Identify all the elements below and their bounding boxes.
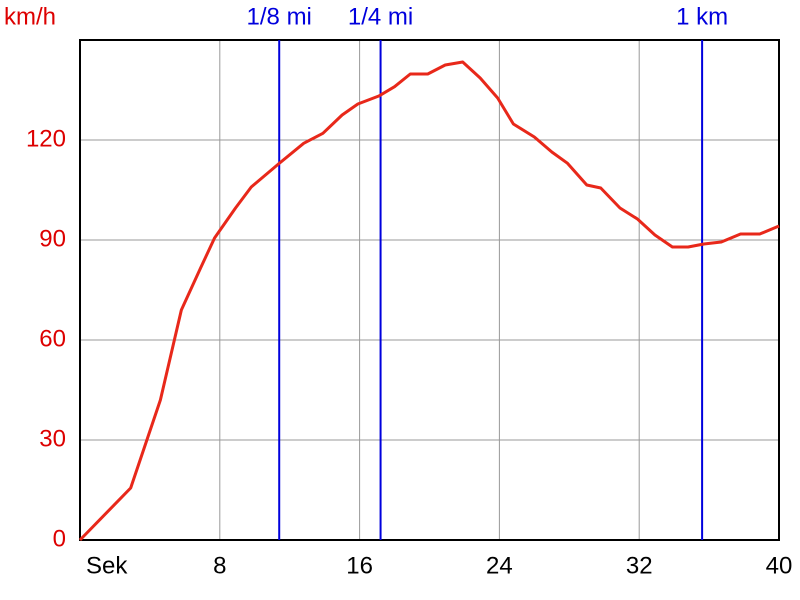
x-tick-label: Sek <box>86 552 128 579</box>
x-tick-label: 40 <box>766 552 793 579</box>
x-tick-label: 32 <box>626 552 653 579</box>
distance-marker-label: 1 km <box>676 3 728 30</box>
distance-marker-label: 1/4 mi <box>348 3 413 30</box>
x-tick-label: 8 <box>213 552 226 579</box>
x-tick-label: 24 <box>486 552 513 579</box>
distance-marker-label: 1/8 mi <box>247 3 312 30</box>
y-axis-label: km/h <box>4 3 56 30</box>
y-tick-label: 90 <box>39 225 66 252</box>
x-tick-label: 16 <box>346 552 373 579</box>
y-tick-label: 30 <box>39 425 66 452</box>
y-tick-label: 0 <box>53 525 66 552</box>
y-tick-label: 120 <box>26 125 66 152</box>
y-tick-label: 60 <box>39 325 66 352</box>
speed-line <box>78 60 780 542</box>
plot-frame <box>79 39 780 541</box>
